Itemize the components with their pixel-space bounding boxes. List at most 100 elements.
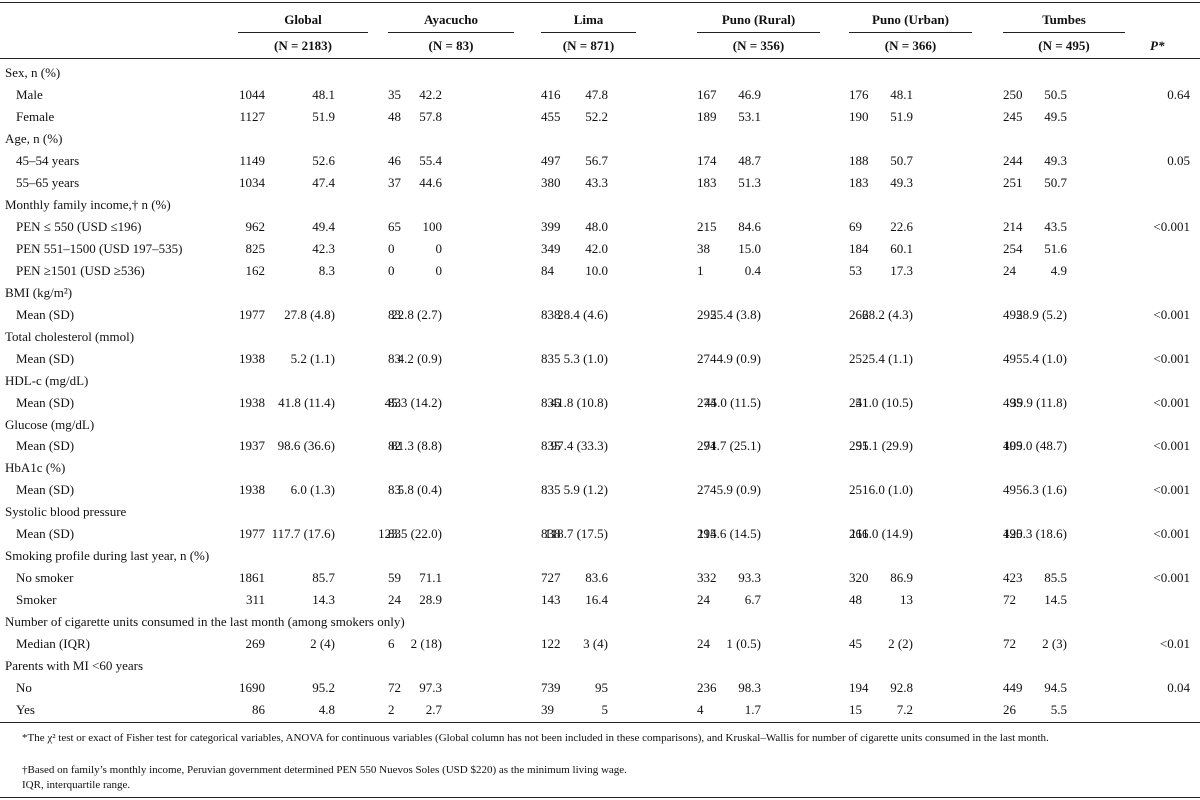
value-cell: 17.3 [890,262,913,278]
group-name: Lima [573,12,604,27]
count-cell: 495 [1003,438,1023,454]
value-cell: 48.1 [312,86,335,102]
group-name: Tumbes [1042,12,1086,27]
group-n: (N = 871) [562,38,615,53]
section-label: HDL-c (mg/dL) [5,372,89,388]
count-cell: 190 [849,108,869,124]
group-rule [541,32,636,33]
count-cell: 72 [1003,592,1016,608]
group-n: (N = 2183) [274,38,332,53]
value-cell: 81.3 (8.8) [391,438,442,454]
row-label: No smoker [16,570,74,586]
value-cell: 5.3 (1.0) [563,350,608,366]
value-cell: 41.8 (10.8) [550,394,608,410]
count-cell: 83 [388,482,401,498]
p-value: <0.001 [1153,394,1190,410]
count-cell: 83 [388,394,401,410]
group-n: (N = 83) [428,38,474,53]
value-cell: 95.2 [312,680,335,696]
value-cell: 92.8 [890,680,913,696]
section-label: Systolic blood pressure [5,504,127,520]
count-cell: 2 [388,702,395,718]
table-bottom-rule [0,722,1200,723]
count-cell: 38 [697,240,710,256]
p-value: <0.001 [1153,482,1190,498]
value-cell: 47.4 [312,174,335,190]
value-cell: 91.7 (25.1) [703,438,761,454]
count-cell: 495 [1003,350,1023,366]
count-cell: 84 [541,262,554,278]
row-label: 45–54 years [16,152,80,168]
count-cell: 35 [388,86,401,102]
count-cell: 1938 [239,394,265,410]
value-cell: 84.6 [738,218,761,234]
value-cell: 41.8 (11.4) [278,394,335,410]
row-label: Yes [16,702,35,718]
count-cell: 274 [697,350,717,366]
count-cell: 455 [541,108,561,124]
value-cell: 50.7 [890,152,913,168]
count-cell: 250 [1003,86,1023,102]
count-cell: 72 [388,680,401,696]
value-cell: 16.4 [585,592,608,608]
value-cell: 5.4 (1.0) [1022,350,1067,366]
count-cell: 349 [541,240,561,256]
value-cell: 48.1 [890,86,913,102]
value-cell: 86.9 [890,570,913,586]
count-cell: 69 [849,218,862,234]
value-cell: 51.9 [890,108,913,124]
count-cell: 269 [245,636,266,652]
value-cell: 14.3 [312,592,335,608]
value-cell: 100 [422,218,443,234]
value-cell: 123.5 (22.0) [378,526,442,542]
group-rule [1003,32,1125,33]
footnote: *The χ² test or exact of Fisher test for… [22,732,1049,744]
row-label: Mean (SD) [16,482,75,498]
count-cell: 245 [1003,108,1023,124]
value-cell: 6.0 (1.3) [290,482,335,498]
value-cell: 5.5 [1050,702,1067,718]
count-cell: 254 [1003,240,1023,256]
count-cell: 251 [849,482,869,498]
count-cell: 1938 [239,350,265,366]
value-cell: 22.6 [890,218,913,234]
top-rule [0,2,1200,3]
group-n: (N = 495) [1038,38,1090,53]
count-cell: 244 [1003,152,1023,168]
value-cell: 6.7 [744,592,761,608]
row-label: Mean (SD) [16,350,75,366]
count-cell: 194 [849,680,869,696]
count-cell: 15 [849,702,862,718]
group-rule [238,32,368,33]
value-cell: 13 [900,592,913,608]
row-label: PEN ≤ 550 (USD ≤196) [16,218,142,234]
value-cell: 45.3 (14.2) [384,394,442,410]
value-cell: 71.1 [419,570,442,586]
count-cell: 48 [388,108,401,124]
group-rule [849,32,972,33]
value-cell: 28.9 [419,592,442,608]
count-cell: 1977 [239,306,265,322]
group-rule [697,32,820,33]
value-cell: 0 [435,240,443,256]
value-cell: 25.4 (3.8) [710,306,761,322]
count-cell: 251 [1003,174,1023,190]
count-cell: 24 [1003,262,1016,278]
value-cell: 42.0 [585,240,608,256]
value-cell: 6.3 (1.6) [1022,482,1067,498]
value-cell: 46.9 [738,86,761,102]
p-value: <0.001 [1153,570,1190,586]
value-cell: 5.9 (0.9) [716,482,761,498]
value-cell: 94.5 [1044,680,1067,696]
row-label: No [16,680,32,696]
value-cell: 43.3 [585,174,608,190]
p-value: <0.001 [1153,350,1190,366]
count-cell: 449 [1003,680,1023,696]
value-cell: 8.3 [318,262,335,278]
value-cell: 52.6 [312,152,335,168]
value-cell: 50.7 [1044,174,1067,190]
value-cell: 47.8 [585,86,608,102]
value-cell: 57.8 [419,108,442,124]
value-cell: 85.5 [1044,570,1067,586]
value-cell: 45.0 (11.5) [704,394,761,410]
